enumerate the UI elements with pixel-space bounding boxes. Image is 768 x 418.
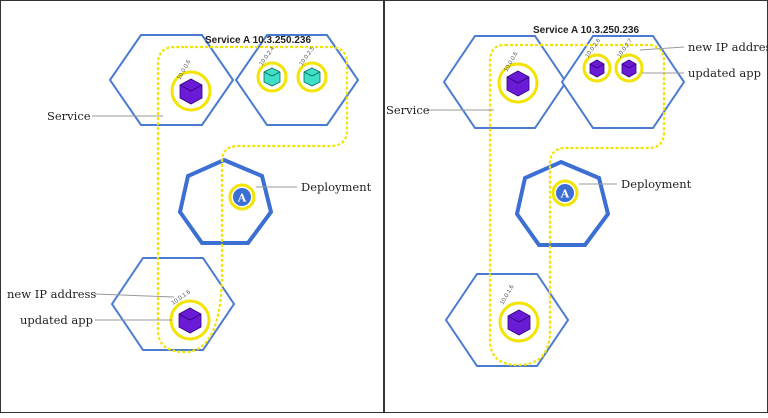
- pod-bottom: [498, 301, 540, 343]
- service-label: Service: [47, 109, 91, 123]
- deployment-label: Deployment: [621, 177, 692, 191]
- pod-right-2: [614, 53, 644, 83]
- pod-right-1: [256, 61, 288, 93]
- new-ip-label: new IP address: [7, 287, 96, 301]
- service-label: Service: [386, 103, 430, 117]
- deployment-icon: A: [228, 183, 256, 211]
- svg-text:A: A: [560, 188, 570, 201]
- updated-app-label: updated app: [688, 66, 761, 80]
- service-path: [156, 45, 349, 354]
- right-panel: A 10.0.0.6 10.0.2.6 10.0.2.7 10.0.1.6 Se…: [386, 25, 768, 367]
- new-ip-leader: [94, 293, 175, 298]
- pod-right-2: [296, 61, 328, 93]
- pod-top: [170, 70, 212, 112]
- deployment-label: Deployment: [301, 180, 372, 194]
- deployment-icon: A: [551, 179, 579, 207]
- pod-right-1: [582, 53, 612, 83]
- new-ip-label: new IP address: [688, 40, 768, 54]
- deployment-heptagon: [177, 157, 274, 245]
- left-panel: A 10.0.0.6 10.0.2.4 10.0.2.5 10.0.1.6 Se…: [7, 34, 372, 354]
- new-ip-leader: [639, 46, 685, 51]
- updated-app-label: updated app: [20, 313, 93, 327]
- service-title: Service A 10.3.250.236: [205, 35, 311, 46]
- pod-top: [497, 62, 539, 104]
- service-title: Service A 10.3.250.236: [533, 25, 639, 36]
- node-top-left: [108, 34, 235, 126]
- svg-text:A: A: [237, 192, 247, 205]
- pod-bottom: [169, 299, 211, 341]
- service-path: [488, 43, 666, 367]
